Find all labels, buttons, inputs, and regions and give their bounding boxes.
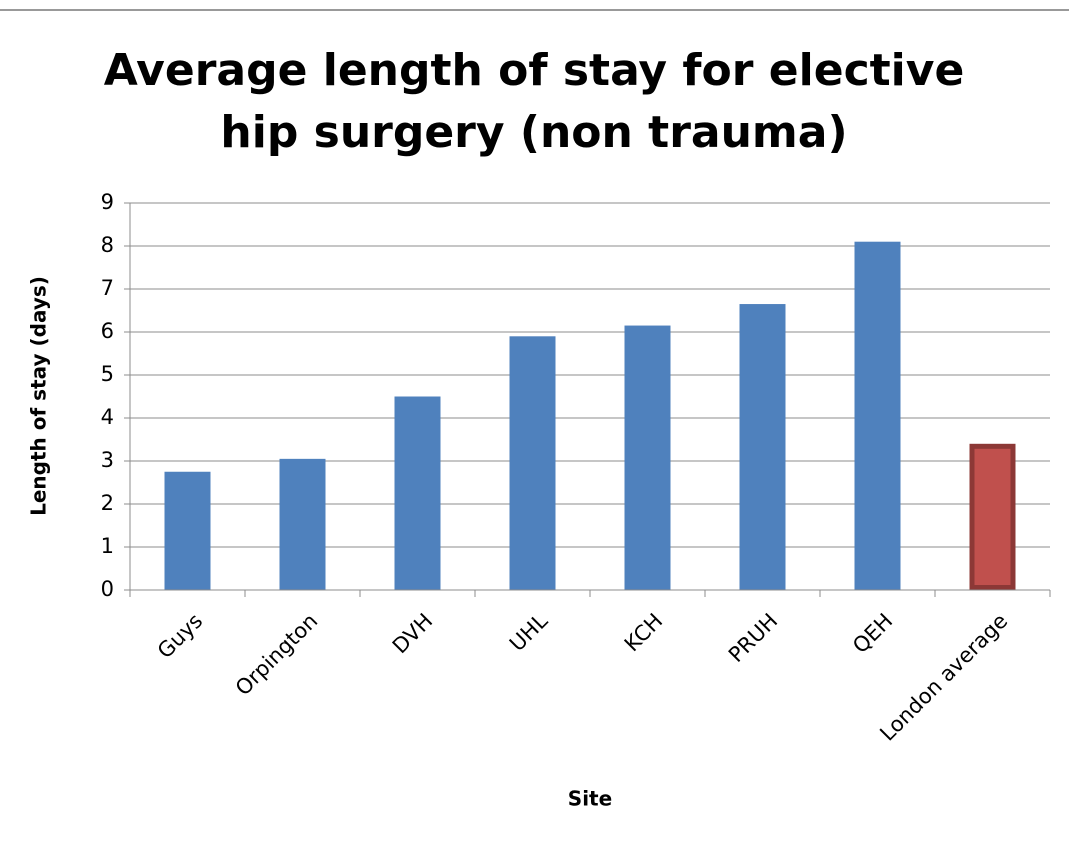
bar [394,396,441,590]
bar [164,471,211,590]
y-tick-label: 5 [101,362,114,386]
y-tick-label: 2 [101,491,114,515]
bar [854,241,901,590]
x-tick-label: Orpington [231,609,322,700]
chart-title: Average length of stay for elective hip … [103,45,965,158]
x-tick-label: KCH [620,609,667,656]
x-tick-label: UHL [505,609,552,656]
x-tick-label: Guys [153,609,207,663]
y-tick-label: 6 [101,319,114,343]
y-tick-label: 0 [101,577,114,601]
x-tick-label: London average [875,609,1012,746]
bar [279,458,326,590]
bar [509,336,556,590]
x-tick-label: PRUH [724,609,782,667]
x-tick-label: DVH [388,609,437,658]
y-axis-label: Length of stay (days) [27,276,51,516]
y-tick-label: 3 [101,448,114,472]
x-axis-label: Site [568,787,612,811]
bar [969,443,1016,590]
bar [624,325,671,590]
y-tick-label: 8 [101,233,114,257]
y-tick-label: 4 [101,405,114,429]
bar [739,304,786,590]
y-tick-label: 1 [101,534,114,558]
y-tick-label: 9 [101,190,114,214]
x-tick-label: QEH [848,609,897,658]
y-tick-label: 7 [101,276,114,300]
